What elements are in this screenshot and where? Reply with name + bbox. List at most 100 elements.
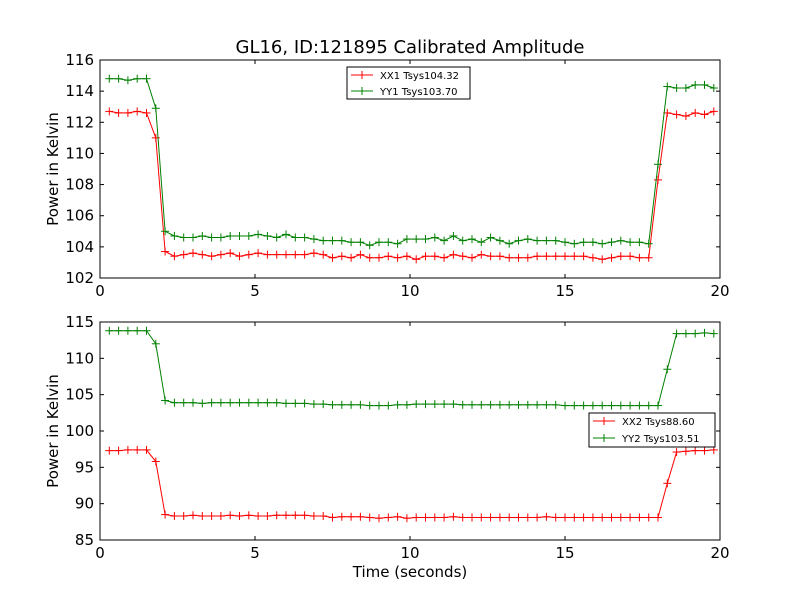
data-point-marker bbox=[244, 398, 253, 407]
data-point-marker bbox=[393, 400, 402, 409]
x-tick-label: 5 bbox=[250, 544, 260, 562]
data-point-marker bbox=[375, 238, 383, 247]
data-point-marker bbox=[616, 401, 625, 410]
data-point-marker bbox=[272, 233, 281, 242]
data-point-marker bbox=[244, 250, 253, 259]
data-point-marker bbox=[672, 84, 681, 93]
data-point-marker bbox=[393, 512, 402, 521]
data-point-marker bbox=[570, 513, 579, 522]
data-point-marker bbox=[700, 110, 709, 119]
data-point-marker bbox=[123, 445, 132, 454]
data-point-marker bbox=[449, 250, 458, 259]
data-point-marker bbox=[607, 401, 616, 410]
data-point-marker bbox=[161, 396, 170, 405]
x-tick-label: 20 bbox=[710, 544, 729, 562]
data-point-marker bbox=[709, 84, 718, 93]
data-point-marker bbox=[533, 513, 542, 522]
x-tick-label: 0 bbox=[95, 544, 105, 562]
data-point-marker bbox=[626, 252, 635, 261]
data-point-marker bbox=[691, 329, 700, 338]
data-point-marker bbox=[709, 107, 718, 116]
data-point-marker bbox=[198, 231, 207, 240]
data-point-marker bbox=[533, 236, 542, 245]
data-point-marker bbox=[319, 250, 328, 259]
data-point-marker bbox=[114, 326, 123, 335]
data-point-marker bbox=[328, 513, 337, 522]
data-point-marker bbox=[365, 241, 374, 250]
data-point-marker bbox=[709, 329, 718, 338]
data-point-marker bbox=[458, 400, 467, 409]
data-point-marker bbox=[347, 238, 356, 247]
y-tick-label: 102 bbox=[65, 269, 94, 287]
data-point-marker bbox=[151, 457, 160, 466]
data-point-marker bbox=[393, 253, 402, 262]
legend-item: XX1 Tsys104.32 bbox=[351, 71, 459, 82]
data-point-marker bbox=[133, 445, 142, 454]
data-point-marker bbox=[133, 107, 142, 116]
data-point-marker bbox=[282, 250, 290, 259]
data-point-marker bbox=[282, 399, 290, 408]
data-point-marker bbox=[402, 235, 411, 244]
data-point-marker bbox=[635, 238, 644, 247]
data-point-marker bbox=[542, 400, 551, 409]
data-point-marker bbox=[300, 399, 309, 408]
data-point-marker bbox=[412, 400, 421, 409]
data-point-marker bbox=[207, 233, 216, 242]
data-point-marker bbox=[681, 84, 690, 93]
data-point-marker bbox=[681, 329, 690, 338]
data-point-marker bbox=[486, 233, 495, 242]
legend-box bbox=[588, 412, 716, 448]
data-point-marker bbox=[356, 400, 365, 409]
data-point-marker bbox=[626, 401, 635, 410]
x-tick-label: 10 bbox=[400, 282, 419, 300]
data-point-marker bbox=[644, 253, 653, 262]
data-point-marker bbox=[263, 398, 272, 407]
data-point-marker bbox=[161, 247, 170, 256]
data-point-marker bbox=[189, 398, 197, 407]
data-point-marker bbox=[588, 253, 597, 262]
data-point-marker bbox=[402, 514, 411, 523]
y-tick-label: 90 bbox=[75, 495, 94, 513]
data-point-marker bbox=[105, 446, 114, 455]
legend: XX1 Tsys104.32 YY1 Tsys103.70 bbox=[346, 66, 471, 100]
data-point-marker bbox=[216, 398, 225, 407]
data-point-marker bbox=[263, 250, 272, 259]
data-point-marker bbox=[514, 253, 523, 262]
y-tick-label: 85 bbox=[75, 531, 94, 549]
data-point-marker bbox=[430, 400, 439, 409]
data-point-marker bbox=[616, 513, 625, 522]
data-point-marker bbox=[579, 401, 588, 410]
data-point-marker bbox=[691, 80, 700, 89]
data-point-marker bbox=[402, 400, 411, 409]
data-point-marker bbox=[486, 513, 495, 522]
data-point-marker bbox=[300, 511, 309, 520]
data-point-marker bbox=[356, 512, 365, 521]
data-point-marker bbox=[114, 74, 123, 83]
data-point-marker bbox=[430, 233, 439, 242]
data-point-marker bbox=[282, 511, 290, 520]
data-point-marker bbox=[477, 238, 486, 247]
x-tick-label: 20 bbox=[710, 282, 729, 300]
data-point-marker bbox=[123, 326, 132, 335]
data-point-marker bbox=[328, 236, 337, 245]
data-point-marker bbox=[542, 512, 551, 521]
data-point-marker bbox=[495, 513, 504, 522]
data-point-marker bbox=[449, 512, 458, 521]
data-point-marker bbox=[375, 401, 383, 410]
data-point-marker bbox=[170, 398, 179, 407]
data-point-marker bbox=[189, 511, 197, 520]
data-point-marker bbox=[309, 235, 318, 244]
y-tick-label: 114 bbox=[65, 82, 94, 100]
data-point-marker bbox=[523, 253, 532, 262]
data-point-marker bbox=[179, 398, 188, 407]
data-point-marker bbox=[216, 233, 225, 242]
data-point-marker bbox=[328, 253, 337, 262]
data-point-marker bbox=[588, 401, 597, 410]
data-point-marker bbox=[598, 513, 607, 522]
data-point-marker bbox=[663, 479, 672, 488]
legend-label: XX2 Tsys88.60 bbox=[622, 417, 695, 428]
data-point-marker bbox=[449, 400, 458, 409]
subplot-1: 0 5 10 15 20 102 104 106 108 110 112 114 116 Power in… bbox=[44, 51, 730, 300]
data-point-marker bbox=[207, 252, 216, 261]
